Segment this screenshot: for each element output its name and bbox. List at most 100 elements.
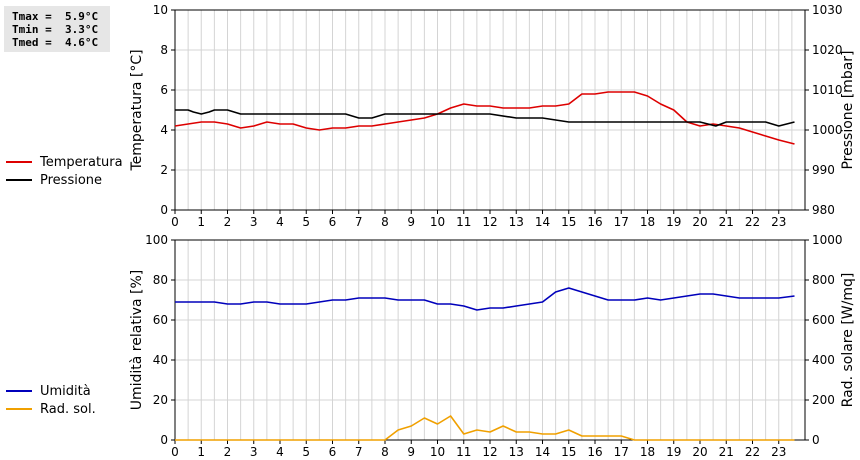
x-tick-label: 12 bbox=[482, 445, 497, 459]
y-right-tick-label: 1000 bbox=[812, 233, 843, 247]
y-left-tick-label: 40 bbox=[153, 353, 168, 367]
x-tick-label: 21 bbox=[719, 445, 734, 459]
legend-swatch-umidita bbox=[6, 390, 32, 392]
y-left-tick-label: 4 bbox=[160, 123, 168, 137]
x-tick-label: 14 bbox=[535, 445, 550, 459]
x-tick-label: 22 bbox=[745, 445, 760, 459]
stats-box: Tmax = 5.9°C Tmin = 3.3°C Tmed = 4.6°C bbox=[4, 6, 110, 52]
x-tick-label: 0 bbox=[171, 445, 179, 459]
x-tick-label: 0 bbox=[171, 215, 179, 229]
x-tick-label: 22 bbox=[745, 215, 760, 229]
x-tick-label: 18 bbox=[640, 445, 655, 459]
x-tick-label: 7 bbox=[355, 215, 363, 229]
legend-item-umidita: Umidità bbox=[6, 382, 96, 400]
y-right-tick-label: 200 bbox=[812, 393, 835, 407]
stat-tmed: Tmed = 4.6°C bbox=[12, 36, 110, 49]
legend-label-umidita: Umidità bbox=[40, 383, 91, 399]
y-left-tick-label: 2 bbox=[160, 163, 168, 177]
y-left-tick-label: 6 bbox=[160, 83, 168, 97]
x-tick-label: 13 bbox=[509, 215, 524, 229]
legend-top: Temperatura Pressione bbox=[6, 153, 123, 189]
x-tick-label: 16 bbox=[587, 445, 602, 459]
series-line-rad-sol bbox=[175, 415, 795, 441]
stat-tmax: Tmax = 5.9°C bbox=[12, 10, 110, 23]
legend-label-pressione: Pressione bbox=[40, 172, 103, 188]
x-tick-label: 14 bbox=[535, 215, 550, 229]
x-tick-label: 12 bbox=[482, 215, 497, 229]
x-tick-label: 15 bbox=[561, 215, 576, 229]
y-left-tick-label: 8 bbox=[160, 43, 168, 57]
x-tick-label: 2 bbox=[224, 445, 232, 459]
legend-item-rad-sol: Rad. sol. bbox=[6, 400, 96, 418]
x-tick-label: 10 bbox=[430, 445, 445, 459]
x-tick-label: 7 bbox=[355, 445, 363, 459]
x-tick-label: 3 bbox=[250, 215, 258, 229]
x-tick-label: 10 bbox=[430, 215, 445, 229]
y-left-tick-label: 20 bbox=[153, 393, 168, 407]
x-tick-label: 1 bbox=[197, 445, 205, 459]
stat-tmed-value: 4.6°C bbox=[65, 36, 99, 49]
y-left-tick-label: 100 bbox=[145, 233, 168, 247]
legend-swatch-pressione bbox=[6, 179, 32, 181]
x-tick-label: 1 bbox=[197, 215, 205, 229]
y-right-tick-label: 400 bbox=[812, 353, 835, 367]
x-tick-label: 4 bbox=[276, 445, 284, 459]
y-left-tick-label: 60 bbox=[153, 313, 168, 327]
x-tick-label: 17 bbox=[614, 445, 629, 459]
stat-tmin-label: Tmin = bbox=[12, 23, 52, 36]
x-tick-label: 21 bbox=[719, 215, 734, 229]
y-right-axis-label: Pressione [mbar] bbox=[840, 50, 856, 169]
legend-item-pressione: Pressione bbox=[6, 171, 123, 189]
x-tick-label: 4 bbox=[276, 215, 284, 229]
x-tick-label: 11 bbox=[456, 445, 471, 459]
legend-swatch-rad-sol bbox=[6, 408, 32, 410]
legend-swatch-temperatura bbox=[6, 161, 32, 163]
stat-tmax-value: 5.9°C bbox=[65, 10, 99, 23]
y-left-tick-label: 10 bbox=[153, 3, 168, 17]
x-tick-label: 23 bbox=[771, 445, 786, 459]
x-tick-label: 15 bbox=[561, 445, 576, 459]
x-tick-label: 8 bbox=[381, 215, 389, 229]
series-line-pressione bbox=[175, 109, 795, 127]
legend-label-rad-sol: Rad. sol. bbox=[40, 401, 96, 417]
y-right-axis-label: Rad. solare [W/mq] bbox=[840, 273, 856, 408]
y-left-tick-label: 0 bbox=[160, 433, 168, 447]
x-tick-label: 23 bbox=[771, 215, 786, 229]
x-tick-label: 19 bbox=[666, 215, 681, 229]
x-tick-label: 6 bbox=[329, 445, 337, 459]
stat-tmin: Tmin = 3.3°C bbox=[12, 23, 110, 36]
legend-label-temperatura: Temperatura bbox=[40, 154, 123, 170]
y-right-tick-label: 990 bbox=[812, 163, 835, 177]
y-right-tick-label: 800 bbox=[812, 273, 835, 287]
x-tick-label: 20 bbox=[692, 215, 707, 229]
y-right-tick-label: 1000 bbox=[812, 123, 843, 137]
y-right-tick-label: 980 bbox=[812, 203, 835, 217]
y-left-axis-label: Temperatura [°C] bbox=[129, 49, 145, 171]
x-tick-label: 3 bbox=[250, 445, 258, 459]
series-line-umidit bbox=[175, 287, 795, 311]
y-left-tick-label: 80 bbox=[153, 273, 168, 287]
x-tick-label: 11 bbox=[456, 215, 471, 229]
y-left-tick-label: 0 bbox=[160, 203, 168, 217]
stat-tmed-label: Tmed = bbox=[12, 36, 52, 49]
y-right-tick-label: 0 bbox=[812, 433, 820, 447]
x-tick-label: 13 bbox=[509, 445, 524, 459]
legend-item-temperatura: Temperatura bbox=[6, 153, 123, 171]
x-tick-label: 17 bbox=[614, 215, 629, 229]
y-right-tick-label: 1030 bbox=[812, 3, 843, 17]
x-tick-label: 6 bbox=[329, 215, 337, 229]
y-left-axis-label: Umidità relativa [%] bbox=[129, 270, 145, 411]
x-tick-label: 5 bbox=[302, 215, 310, 229]
stat-tmin-value: 3.3°C bbox=[65, 23, 99, 36]
x-tick-label: 18 bbox=[640, 215, 655, 229]
x-tick-label: 9 bbox=[407, 445, 415, 459]
y-right-tick-label: 600 bbox=[812, 313, 835, 327]
y-right-tick-label: 1010 bbox=[812, 83, 843, 97]
series-line-temperatura bbox=[174, 91, 795, 145]
x-tick-label: 9 bbox=[407, 215, 415, 229]
x-tick-label: 5 bbox=[302, 445, 310, 459]
stat-tmax-label: Tmax = bbox=[12, 10, 52, 23]
x-tick-label: 16 bbox=[587, 215, 602, 229]
x-tick-label: 2 bbox=[224, 215, 232, 229]
